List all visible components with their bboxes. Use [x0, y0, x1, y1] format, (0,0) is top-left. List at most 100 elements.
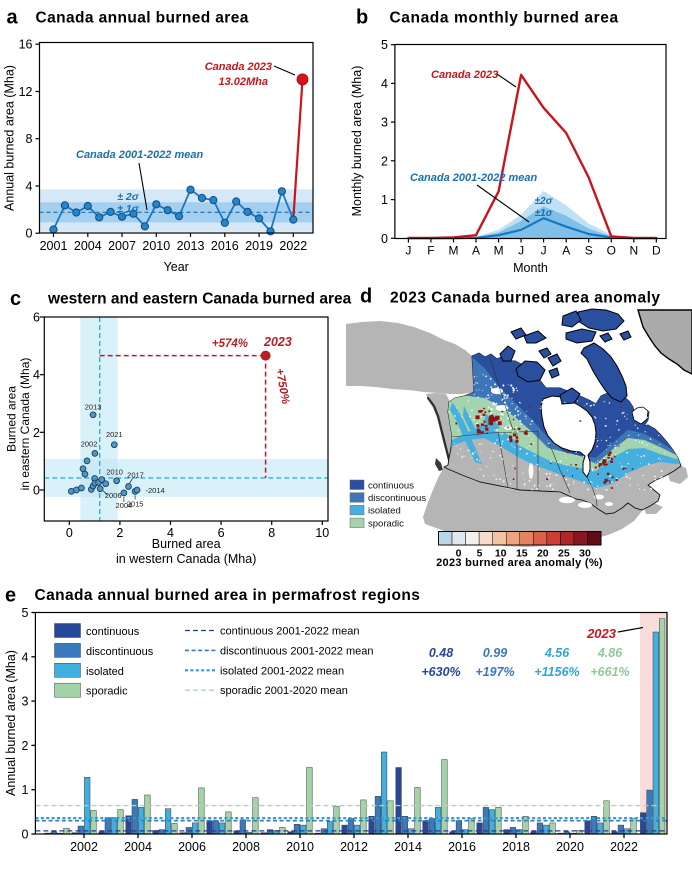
svg-text:J: J — [541, 244, 547, 258]
svg-text:continuous: continuous — [86, 626, 140, 638]
svg-text:2020: 2020 — [556, 840, 584, 854]
svg-text:25: 25 — [558, 548, 570, 560]
svg-text:13.02Mha: 13.02Mha — [218, 76, 268, 88]
svg-text:2014: 2014 — [394, 840, 422, 854]
svg-text:2015: 2015 — [127, 499, 144, 508]
svg-text:2019: 2019 — [245, 239, 273, 253]
svg-text:2010: 2010 — [142, 239, 170, 253]
svg-text:isolated: isolated — [86, 666, 124, 678]
svg-text:F: F — [427, 244, 434, 258]
svg-text:2: 2 — [21, 739, 28, 753]
svg-text:0.99: 0.99 — [483, 646, 507, 660]
svg-text:0: 0 — [66, 526, 73, 540]
svg-text:2006: 2006 — [105, 491, 122, 500]
svg-text:2: 2 — [33, 426, 40, 440]
svg-text:4: 4 — [33, 368, 40, 382]
svg-text:c: c — [10, 288, 21, 310]
svg-text:2010: 2010 — [106, 467, 123, 476]
svg-text:Canada annual burned area in p: Canada annual burned area in permafrost … — [35, 587, 421, 604]
svg-text:Canada annual burned area: Canada annual burned area — [36, 10, 249, 27]
svg-text:8: 8 — [268, 526, 275, 540]
svg-text:S: S — [585, 244, 593, 258]
svg-text:discontinuous: discontinuous — [86, 646, 154, 658]
svg-text:3: 3 — [381, 116, 388, 130]
svg-text:2002: 2002 — [81, 439, 98, 448]
svg-text:3: 3 — [21, 695, 28, 709]
svg-text:2013: 2013 — [177, 239, 205, 253]
svg-text:2012: 2012 — [340, 840, 368, 854]
svg-text:+1156%: +1156% — [534, 665, 579, 679]
svg-text:A: A — [472, 244, 480, 258]
svg-text:15: 15 — [516, 548, 528, 560]
svg-text:6: 6 — [33, 311, 40, 325]
svg-text:30: 30 — [579, 548, 591, 560]
svg-text:2007: 2007 — [108, 239, 136, 253]
svg-text:±2σ: ±2σ — [535, 196, 553, 207]
svg-text:continuous: continuous — [368, 480, 414, 491]
svg-text:discontinuous: discontinuous — [368, 493, 426, 504]
svg-text:2: 2 — [381, 154, 388, 168]
svg-text:2021: 2021 — [106, 430, 123, 439]
svg-text:Month: Month — [513, 261, 548, 275]
svg-text:2023: 2023 — [263, 335, 292, 349]
svg-text:2016: 2016 — [448, 840, 476, 854]
svg-text:4.86: 4.86 — [597, 646, 623, 660]
svg-text:0: 0 — [381, 232, 388, 246]
svg-text:Annual burned area (Mha): Annual burned area (Mha) — [4, 650, 18, 796]
svg-text:e: e — [5, 585, 16, 607]
svg-text:J: J — [405, 244, 411, 258]
svg-text:0: 0 — [456, 548, 462, 560]
svg-text:+197%: +197% — [475, 665, 514, 679]
svg-text:isolated 2001-2022 mean: isolated 2001-2022 mean — [220, 665, 344, 677]
svg-text:2017: 2017 — [127, 471, 144, 480]
svg-text:20: 20 — [537, 548, 549, 560]
svg-text:western and eastern Canada bur: western and eastern Canada burned area — [47, 291, 352, 308]
svg-text:1: 1 — [381, 193, 388, 207]
svg-text:2013: 2013 — [85, 402, 102, 411]
svg-text:5: 5 — [21, 606, 28, 620]
svg-text:in eastern Canada (Mha): in eastern Canada (Mha) — [18, 358, 32, 491]
svg-text:sporadic: sporadic — [86, 686, 128, 698]
svg-text:N: N — [629, 244, 638, 258]
svg-text:2006: 2006 — [178, 840, 206, 854]
svg-text:+661%: +661% — [590, 665, 629, 679]
svg-text:sporadic 2001-2020 mean: sporadic 2001-2020 mean — [220, 685, 348, 697]
svg-text:Monthly burned area (Mha): Monthly burned area (Mha) — [350, 66, 364, 217]
svg-text:4.56: 4.56 — [544, 646, 570, 660]
svg-text:2002: 2002 — [70, 840, 98, 854]
svg-text:5: 5 — [381, 38, 388, 52]
svg-text:± 1σ: ± 1σ — [117, 203, 140, 215]
svg-text:-2014: -2014 — [146, 486, 165, 495]
svg-text:2023: 2023 — [586, 626, 617, 641]
svg-text:2004: 2004 — [116, 501, 133, 510]
svg-text:in western Canada (Mha): in western Canada (Mha) — [116, 552, 256, 566]
svg-text:O: O — [607, 244, 616, 258]
svg-text:2004: 2004 — [74, 239, 102, 253]
svg-text:D: D — [652, 244, 661, 258]
svg-text:a: a — [7, 7, 19, 29]
svg-text:6: 6 — [218, 526, 225, 540]
svg-text:A: A — [562, 244, 570, 258]
svg-text:isolated: isolated — [368, 506, 401, 517]
svg-text:Canada 2001-2022 mean: Canada 2001-2022 mean — [76, 149, 203, 161]
svg-text:+630%: +630% — [421, 665, 460, 679]
svg-text:discontinuous 2001-2022 mean: discontinuous 2001-2022 mean — [220, 645, 374, 657]
svg-text:4: 4 — [167, 526, 174, 540]
svg-text:1: 1 — [21, 783, 28, 797]
svg-text:Canada 2023: Canada 2023 — [431, 69, 498, 81]
svg-text:5: 5 — [477, 548, 483, 560]
svg-text:0: 0 — [21, 828, 28, 842]
svg-text:4: 4 — [21, 650, 28, 664]
svg-text:2023 burned area anomaly (%): 2023 burned area anomaly (%) — [436, 557, 603, 569]
svg-text:2008: 2008 — [232, 840, 260, 854]
svg-text:2022: 2022 — [610, 840, 638, 854]
svg-text:d: d — [360, 286, 372, 308]
svg-text:+750%: +750% — [273, 367, 291, 405]
svg-text:0: 0 — [33, 484, 40, 498]
svg-text:4: 4 — [381, 77, 388, 91]
svg-text:Canada monthly burned area: Canada monthly burned area — [390, 10, 619, 27]
svg-text:M: M — [449, 244, 459, 258]
svg-text:2001: 2001 — [40, 239, 68, 253]
svg-text:10: 10 — [495, 548, 507, 560]
svg-text:continuous 2001-2022 mean: continuous 2001-2022 mean — [220, 626, 359, 638]
